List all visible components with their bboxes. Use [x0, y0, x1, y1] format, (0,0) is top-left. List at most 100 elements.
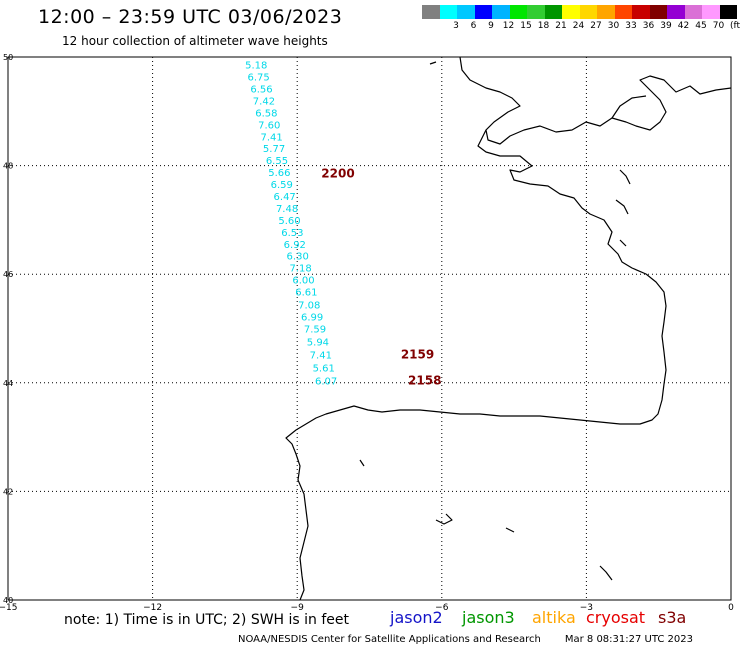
coastline-segment	[429, 61, 437, 65]
color-swatch-label: 33	[625, 21, 637, 31]
color-swatch-label: 18	[537, 21, 550, 31]
wave-height-label: 7.08	[298, 301, 320, 312]
color-swatch: 27	[579, 5, 602, 31]
map-grid	[8, 57, 731, 600]
wave-height-label: 5.66	[268, 168, 290, 179]
wave-height-label: 7.41	[261, 132, 283, 143]
longitude-tick-label: −3	[580, 603, 593, 613]
credit-org: NOAA/NESDIS Center for Satellite Applica…	[238, 634, 541, 645]
color-swatch: 3	[439, 5, 459, 31]
longitude-tick-label: −15	[0, 603, 18, 613]
wave-height-label: 5.18	[245, 61, 267, 72]
track-time-labels: 2200 2159 2158	[321, 167, 441, 388]
color-swatch: 33	[614, 5, 637, 31]
color-swatch: 36	[632, 5, 654, 31]
color-swatch	[719, 5, 737, 19]
wave-height-label: 5.60	[278, 216, 300, 227]
color-swatch: 9	[474, 5, 494, 31]
page-subtitle: 12 hour collection of altimeter wave hei…	[62, 34, 328, 48]
wave-height-label: 6.99	[301, 313, 323, 324]
color-swatch-label: 30	[607, 21, 620, 31]
color-swatch: 42	[667, 5, 689, 31]
wave-height-label: 7.42	[253, 96, 275, 107]
wave-height-label: 5.61	[313, 364, 335, 375]
longitude-tick-label: −6	[435, 603, 449, 613]
longitude-tick-label: −12	[143, 603, 162, 613]
wave-height-label: 7.60	[258, 120, 280, 131]
color-swatch-label: 12	[502, 21, 515, 31]
color-swatch-label: 27	[590, 21, 602, 31]
satellite-name: jason3	[462, 608, 515, 627]
color-swatch: 18	[527, 5, 549, 31]
credit-line: NOAA/NESDIS Center for Satellite Applica…	[238, 634, 693, 645]
color-swatch: 12	[492, 5, 514, 31]
color-swatch-label: 36	[642, 21, 655, 31]
wave-height-label: 5.77	[263, 144, 285, 155]
wave-height-label: 7.59	[304, 325, 326, 336]
coastline-segment	[599, 565, 613, 581]
color-swatch: 21	[544, 5, 567, 31]
color-swatch: 6	[457, 5, 476, 31]
wave-height-label: 7.41	[310, 351, 332, 362]
color-swatch: 24	[562, 5, 584, 31]
wave-height-label: 6.75	[248, 73, 270, 84]
longitude-tick-label: −9	[291, 603, 305, 613]
track-time-label: 2158	[408, 374, 441, 388]
footnote: note: 1) Time is in UTC; 2) SWH is in fe…	[64, 612, 350, 628]
color-swatch-label: 24	[572, 21, 585, 31]
satellite-name: jason2	[390, 608, 443, 627]
coastline-segment	[615, 199, 629, 215]
coastline-segment	[435, 513, 453, 525]
color-swatch: 30	[597, 5, 619, 31]
wave-height-label: 6.58	[255, 108, 277, 119]
wave-height-label: 7.48	[276, 204, 298, 215]
track-time-label: 2200	[321, 167, 354, 181]
wave-height-label: 7.18	[289, 264, 311, 275]
page-title: 12:00 – 23:59 UTC 03/06/2023	[38, 6, 343, 28]
color-swatch-label: 3	[453, 21, 459, 31]
track-time-label: 2159	[401, 348, 434, 362]
color-swatch-label: 6	[470, 21, 477, 31]
satellite-name: cryosat	[586, 608, 646, 627]
color-swatch-label: 70	[712, 21, 725, 31]
wave-height-label: 6.61	[295, 288, 317, 299]
color-swatch-label: 39	[660, 21, 672, 31]
coastline-segment	[285, 129, 667, 601]
coastline-segment	[459, 56, 732, 145]
longitude-tick-label: 0	[728, 603, 734, 613]
coastline-segment	[611, 95, 647, 119]
color-swatch: 45	[684, 5, 707, 31]
render-timestamp: Mar 8 08:31:27 UTC 2023	[564, 634, 693, 645]
color-swatch-label: 45	[695, 21, 707, 31]
wave-height-label: 6.00	[292, 276, 314, 287]
wave-height-label: 6.92	[284, 240, 306, 251]
color-swatch: 70	[702, 5, 724, 31]
wave-height-label: 6.56	[250, 84, 272, 95]
wave-height-label: 6.47	[274, 192, 296, 203]
satellite-name: altika	[532, 608, 576, 627]
coastline	[285, 56, 732, 601]
coastline-segment	[619, 239, 627, 247]
legend-unit: (ft)	[730, 21, 740, 31]
color-swatch-label: 9	[488, 21, 494, 31]
color-swatch: 39	[649, 5, 672, 31]
satellite-name: s3a	[658, 608, 687, 627]
map-frame	[7, 56, 732, 601]
color-swatch	[422, 5, 440, 19]
wave-height-label: 6.55	[266, 156, 288, 167]
wave-height-label: 6.59	[271, 180, 293, 191]
coastline-segment	[359, 459, 365, 467]
color-swatch-label: 21	[555, 21, 567, 31]
wave-height-label: 6.07	[315, 377, 337, 388]
coastline-segment	[619, 169, 631, 185]
wave-height-label: 5.94	[307, 338, 329, 349]
wave-height-label: 6.30	[287, 252, 309, 263]
color-swatch-label: 42	[677, 21, 690, 31]
color-swatch-label: 15	[520, 21, 532, 31]
satellite-track: 5.186.756.567.426.587.607.415.776.555.66…	[245, 61, 337, 388]
color-swatch: 15	[509, 5, 532, 31]
wave-height-label: 6.53	[281, 228, 303, 239]
